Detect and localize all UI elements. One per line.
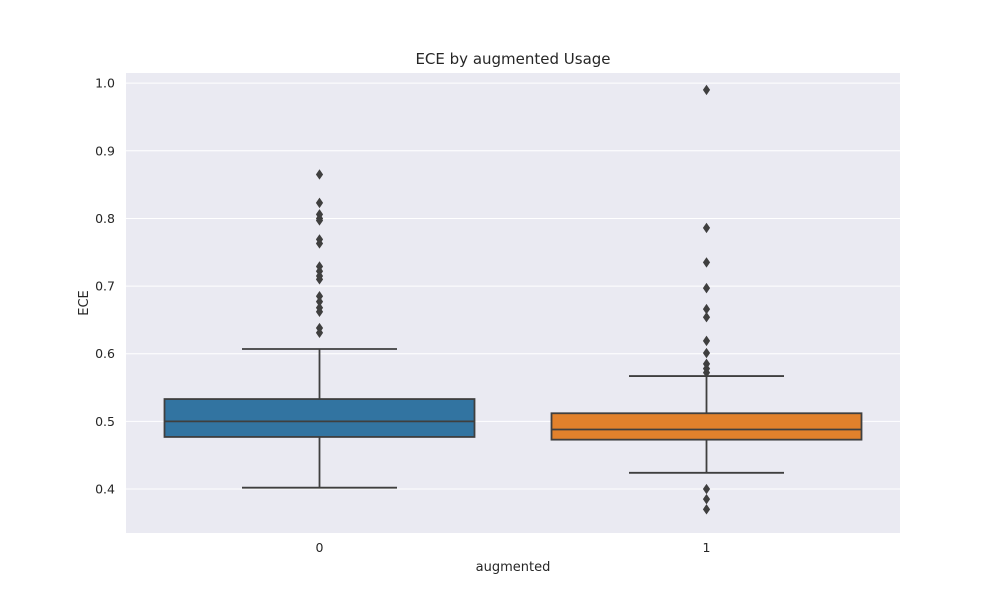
outlier-point: [315, 197, 324, 209]
outlier-point: [702, 222, 711, 234]
y-tick-label: 0.9: [95, 143, 115, 158]
x-axis-label: augmented: [476, 560, 551, 575]
box-iqr: [163, 398, 476, 438]
outlier-point: [315, 238, 324, 249]
axis-ticks: 0.4 0.5 0.6 0.7 0.8 0.9 1.0 0 1: [95, 76, 710, 555]
outlier-point: [702, 312, 711, 323]
outlier-point: [702, 335, 711, 347]
outlier-point: [702, 493, 711, 505]
outlier-point: [315, 215, 324, 226]
outlier-point: [702, 303, 711, 315]
outlier-point: [315, 296, 324, 307]
outlier-point: [702, 257, 711, 268]
outlier-point: [702, 347, 711, 359]
chart-title: ECE by augmented Usage: [415, 50, 610, 68]
box-group-0: [163, 169, 476, 489]
outlier-point: [702, 367, 711, 378]
outlier-point: [315, 306, 324, 317]
y-tick-label: 0.8: [95, 211, 115, 226]
outlier-point: [702, 483, 711, 495]
outlier-point: [702, 282, 711, 294]
outlier-point: [702, 84, 711, 96]
outlier-point: [702, 504, 711, 515]
y-tick-label: 0.6: [95, 346, 115, 361]
y-tick-label: 0.7: [95, 279, 115, 294]
x-tick-label: 1: [703, 540, 711, 555]
x-tick-label: 0: [316, 540, 324, 555]
y-tick-label: 1.0: [95, 76, 115, 91]
box-series: [163, 84, 863, 515]
outlier-point: [315, 327, 324, 338]
outlier-point: [315, 291, 324, 302]
y-axis-label: ECE: [77, 290, 92, 316]
box-group-1: [550, 84, 863, 515]
box-iqr: [550, 412, 863, 441]
outlier-point: [315, 274, 324, 285]
plot-area: [126, 73, 900, 533]
y-tick-label: 0.4: [95, 482, 115, 497]
y-tick-label: 0.5: [95, 414, 115, 429]
outlier-point: [315, 169, 324, 180]
